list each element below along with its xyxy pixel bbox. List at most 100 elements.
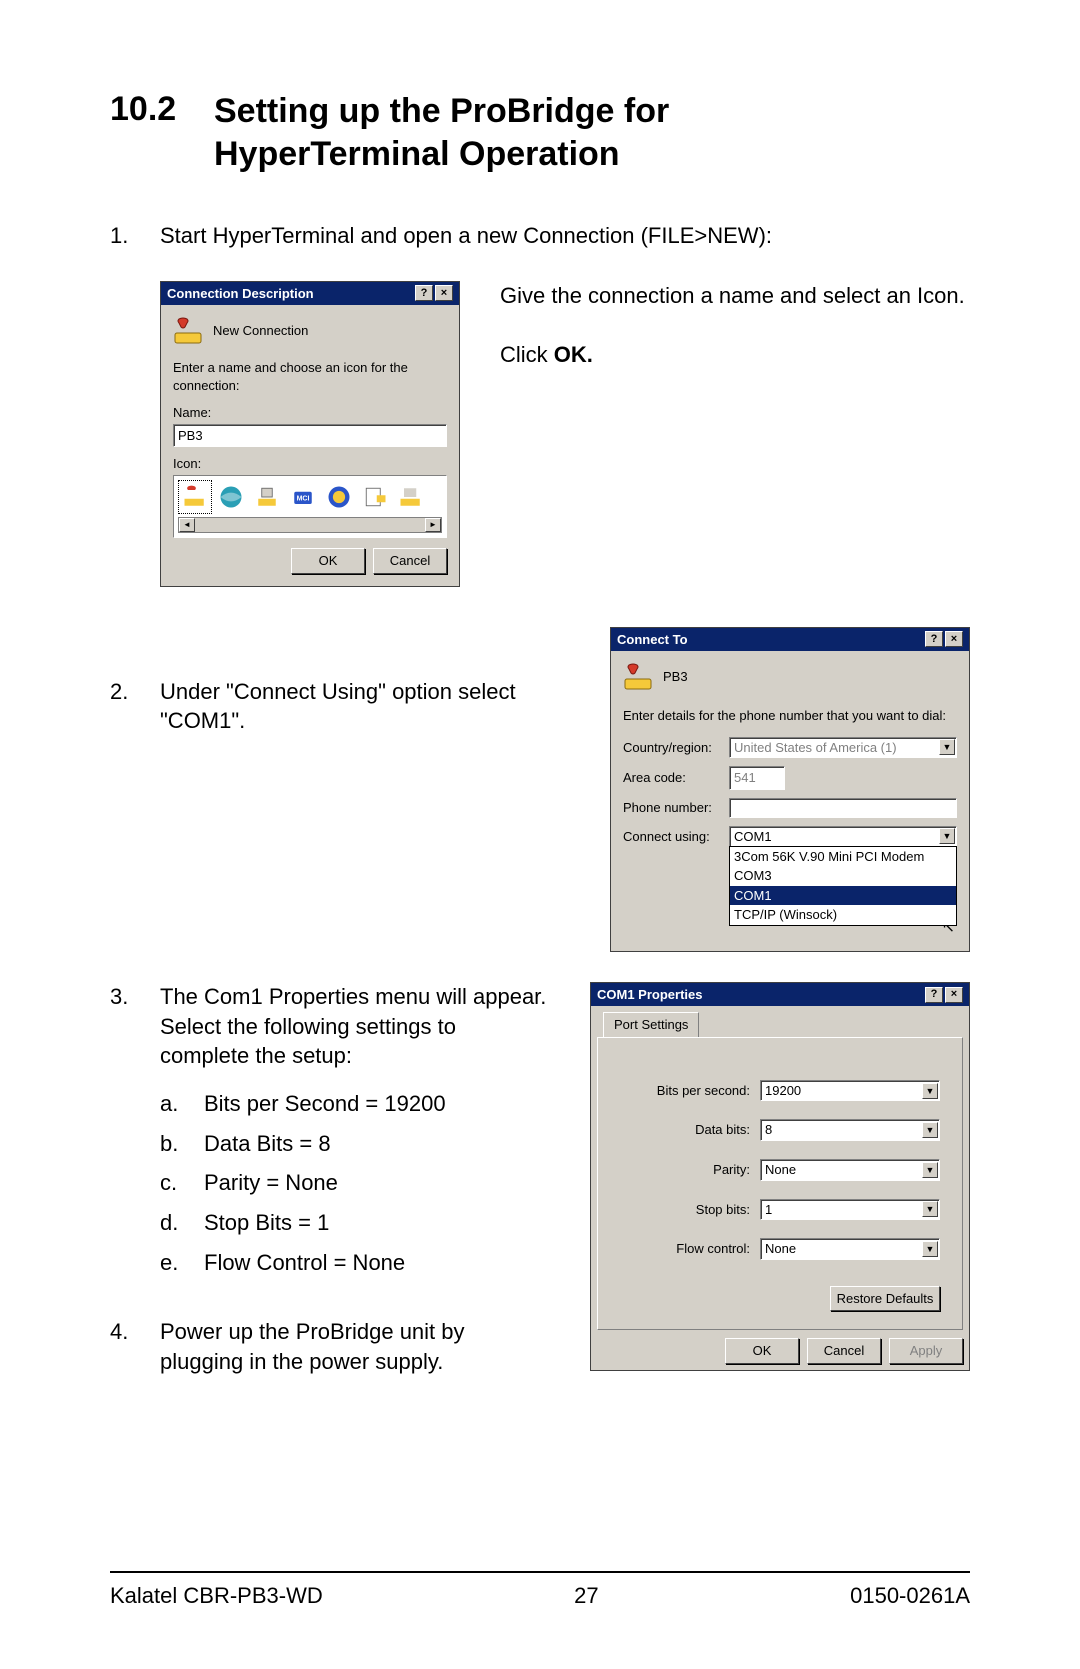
dropdown-item[interactable]: COM3 xyxy=(730,866,956,886)
step4-text: Power up the ProBridge unit by plugging … xyxy=(160,1317,550,1376)
step1-side-text-b-bold: OK. xyxy=(554,342,593,367)
close-icon[interactable]: × xyxy=(945,987,963,1003)
name-input-value: PB3 xyxy=(178,428,203,443)
phone-modem-icon xyxy=(623,661,655,693)
icon-label: Icon: xyxy=(173,455,447,473)
stop-bits-label: Stop bits: xyxy=(696,1201,750,1219)
dlg3-title: COM1 Properties xyxy=(597,986,702,1004)
connect-using-value: COM1 xyxy=(734,828,772,846)
step3-number: 3. xyxy=(110,982,160,1278)
data-bits-select[interactable]: 8 ▼ xyxy=(760,1119,940,1141)
footer-page-number: 27 xyxy=(574,1583,598,1609)
flow-control-value: None xyxy=(765,1240,796,1258)
dropdown-item-selected[interactable]: COM1 xyxy=(730,886,956,906)
sub-e-text: Flow Control = None xyxy=(204,1248,405,1278)
sub-b-text: Data Bits = 8 xyxy=(204,1129,331,1159)
apply-button[interactable]: Apply xyxy=(889,1338,963,1364)
conn-icon[interactable] xyxy=(250,480,284,514)
heading-line1: Setting up the ProBridge for xyxy=(214,90,669,133)
connect-to-dialog: Connect To ? × PB3 Enter details for xyxy=(610,627,970,952)
dlg1-prompt: Enter a name and choose an icon for the … xyxy=(173,359,447,394)
footer-left: Kalatel CBR-PB3-WD xyxy=(110,1583,323,1609)
dlg2-prompt: Enter details for the phone number that … xyxy=(623,707,957,725)
sub-b-letter: b. xyxy=(160,1129,204,1159)
stop-bits-value: 1 xyxy=(765,1201,772,1219)
dlg2-title: Connect To xyxy=(617,631,688,649)
footer-right: 0150-0261A xyxy=(850,1583,970,1609)
country-select[interactable]: United States of America (1) ▼ xyxy=(729,737,957,759)
connect-using-dropdown[interactable]: 3Com 56K V.90 Mini PCI Modem COM3 COM1 T… xyxy=(729,846,957,926)
scroll-left-icon[interactable]: ◄ xyxy=(179,518,195,532)
connection-description-dialog: Connection Description ? × New Connectio… xyxy=(160,281,460,587)
sub-c-letter: c. xyxy=(160,1168,204,1198)
heading-number: 10.2 xyxy=(110,90,214,175)
close-icon[interactable]: × xyxy=(435,285,453,301)
ok-button[interactable]: OK xyxy=(725,1338,799,1364)
chevron-down-icon: ▼ xyxy=(922,1083,938,1099)
conn-icon[interactable]: MCI xyxy=(286,480,320,514)
data-bits-value: 8 xyxy=(765,1121,772,1139)
cancel-button[interactable]: Cancel xyxy=(807,1338,881,1364)
bps-label: Bits per second: xyxy=(657,1082,750,1100)
step1-side-text-b: Click xyxy=(500,342,554,367)
restore-defaults-button[interactable]: Restore Defaults xyxy=(830,1286,940,1312)
sub-d-letter: d. xyxy=(160,1208,204,1238)
step1-number: 1. xyxy=(110,221,160,251)
area-code-value: 541 xyxy=(734,770,756,785)
dlg1-title: Connection Description xyxy=(167,285,314,303)
connect-using-select[interactable]: COM1 ▼ xyxy=(729,826,957,848)
step2-text: Under "Connect Using" option select "COM… xyxy=(160,677,570,736)
help-icon[interactable]: ? xyxy=(415,285,433,301)
conn-icon[interactable] xyxy=(178,480,212,514)
stop-bits-select[interactable]: 1 ▼ xyxy=(760,1199,940,1221)
step1-text: Start HyperTerminal and open a new Conne… xyxy=(160,221,970,251)
conn-icon[interactable] xyxy=(322,480,356,514)
country-value: United States of America (1) xyxy=(734,739,897,757)
parity-label: Parity: xyxy=(713,1161,750,1179)
chevron-down-icon: ▼ xyxy=(922,1162,938,1178)
sub-a-text: Bits per Second = 19200 xyxy=(204,1089,446,1119)
close-icon[interactable]: × xyxy=(945,631,963,647)
phone-label: Phone number: xyxy=(623,799,729,817)
conn-icon[interactable] xyxy=(214,480,248,514)
connect-using-label: Connect using: xyxy=(623,828,729,846)
parity-value: None xyxy=(765,1161,796,1179)
conn-icon[interactable] xyxy=(358,480,392,514)
step2-number: 2. xyxy=(110,677,160,736)
svg-text:MCI: MCI xyxy=(297,495,310,502)
icon-scrollbar[interactable]: ◄ ► xyxy=(178,517,442,533)
conn-icon[interactable] xyxy=(394,480,428,514)
name-input[interactable]: PB3 xyxy=(173,424,447,448)
help-icon[interactable]: ? xyxy=(925,631,943,647)
sub-c-text: Parity = None xyxy=(204,1168,338,1198)
area-code-input[interactable]: 541 xyxy=(729,766,785,790)
sub-a-letter: a. xyxy=(160,1089,204,1119)
country-label: Country/region: xyxy=(623,739,729,757)
port-settings-tab[interactable]: Port Settings xyxy=(603,1012,699,1037)
cancel-button[interactable]: Cancel xyxy=(373,548,447,574)
step1-side-text-a: Give the connection a name and select an… xyxy=(500,281,970,311)
step3-text: The Com1 Properties menu will appear. Se… xyxy=(160,982,550,1071)
flow-control-select[interactable]: None ▼ xyxy=(760,1238,940,1260)
parity-select[interactable]: None ▼ xyxy=(760,1159,940,1181)
bps-value: 19200 xyxy=(765,1082,801,1100)
help-icon[interactable]: ? xyxy=(925,987,943,1003)
new-connection-label: New Connection xyxy=(213,322,308,340)
dropdown-item[interactable]: 3Com 56K V.90 Mini PCI Modem xyxy=(730,847,956,867)
data-bits-label: Data bits: xyxy=(695,1121,750,1139)
phone-number-input[interactable] xyxy=(729,798,957,818)
phone-modem-icon xyxy=(173,315,205,347)
sub-d-text: Stop Bits = 1 xyxy=(204,1208,329,1238)
chevron-down-icon: ▼ xyxy=(922,1201,938,1217)
heading-line2: HyperTerminal Operation xyxy=(214,133,669,176)
dropdown-item[interactable]: TCP/IP (Winsock) xyxy=(730,905,956,925)
sub-e-letter: e. xyxy=(160,1248,204,1278)
chevron-down-icon: ▼ xyxy=(939,739,955,755)
scroll-right-icon[interactable]: ► xyxy=(425,518,441,532)
chevron-down-icon: ▼ xyxy=(922,1241,938,1257)
page-footer: Kalatel CBR-PB3-WD 27 0150-0261A xyxy=(110,1571,970,1609)
chevron-down-icon: ▼ xyxy=(939,828,955,844)
bps-select[interactable]: 19200 ▼ xyxy=(760,1080,940,1102)
ok-button[interactable]: OK xyxy=(291,548,365,574)
com1-properties-dialog: COM1 Properties ? × Port Settings Bits p… xyxy=(590,982,970,1371)
